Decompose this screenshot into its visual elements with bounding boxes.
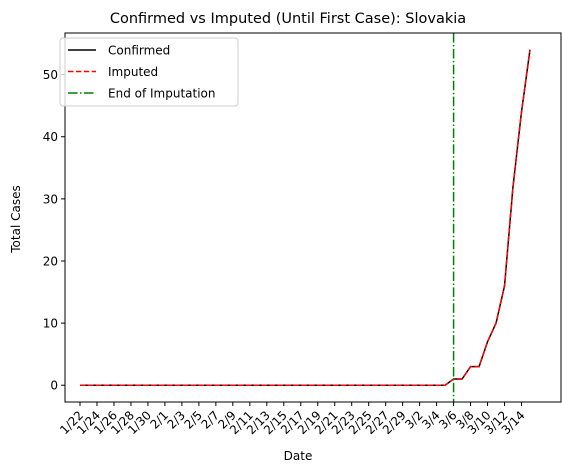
y-tick-label: 30 [43, 192, 58, 206]
legend-label: End of Imputation [108, 87, 216, 101]
y-tick-label: 50 [43, 68, 58, 82]
legend: Confirmed Imputed End of Imputation [59, 37, 239, 107]
legend-label: Imputed [108, 65, 158, 79]
y-tick-label: 20 [43, 254, 58, 268]
legend-box [59, 37, 239, 107]
legend-label: Confirmed [108, 44, 170, 58]
y-tick-label: 10 [43, 317, 58, 331]
chart-title: Confirmed vs Imputed (Until First Case):… [110, 11, 466, 27]
plot-lines [80, 33, 531, 402]
y-tick-label: 0 [50, 379, 58, 393]
y-tick-group: 0 10 20 30 40 50 [43, 68, 65, 393]
x-axis-label: Date [284, 449, 313, 463]
y-axis-label: Total Cases [9, 185, 23, 253]
plot-area-frame [64, 32, 562, 403]
y-tick-label: 40 [43, 130, 58, 144]
series-line-imputed [80, 49, 531, 386]
x-tick-group: 1/221/241/261/281/302/12/32/52/72/92/112… [57, 402, 528, 437]
